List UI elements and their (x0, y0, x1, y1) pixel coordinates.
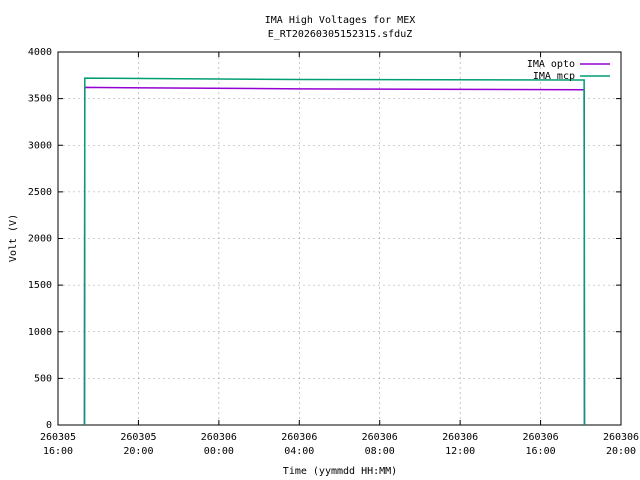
x-tick-label-line: 260306 (362, 432, 398, 443)
x-tick-label: 260306 20:00 (603, 432, 639, 457)
x-tick-label-line: 260306 (442, 432, 478, 443)
x-tick-label-line: 260305 (40, 432, 76, 443)
x-tick-label-line: 04:00 (284, 446, 314, 457)
y-tick-label: 1000 (28, 327, 52, 338)
chart-subtitle: E_RT20260305152315.sfduZ (268, 29, 413, 40)
y-tick-label: 4000 (28, 47, 52, 58)
y-tick-label: 0 (46, 420, 52, 431)
series-line (83, 86, 586, 426)
x-tick-label-line: 16:00 (43, 446, 73, 457)
x-tick-label: 260306 16:00 (523, 432, 559, 457)
x-tick-label: 260306 12:00 (442, 432, 478, 457)
x-tick-label-line: 20:00 (123, 446, 153, 457)
x-tick-label-line: 16:00 (526, 446, 556, 457)
x-axis-label: Time (yymmdd HH:MM) (283, 466, 397, 477)
x-tick-label-line: 260306 (281, 432, 317, 443)
y-tick-label: 3500 (28, 94, 52, 105)
y-tick-label: 2500 (28, 187, 52, 198)
x-tick-label-line: 260306 (603, 432, 639, 443)
y-tick-label: 2000 (28, 234, 52, 245)
plot-border (57, 51, 622, 426)
legend-label: IMA mcp (533, 71, 575, 82)
x-tick-label: 260305 16:00 (40, 432, 76, 457)
chart-title: IMA High Voltages for MEX (265, 15, 416, 26)
x-tick-label: 260306 00:00 (201, 432, 237, 457)
x-tick-label-line: 260306 (523, 432, 559, 443)
legend-label: IMA opto (527, 59, 575, 70)
x-tick-label-line: 12:00 (445, 446, 475, 457)
y-axis-label: Volt (V) (8, 214, 19, 262)
x-tick-label: 260305 20:00 (120, 432, 156, 457)
y-tick-label: 3000 (28, 140, 52, 151)
x-tick-label-line: 260305 (120, 432, 156, 443)
x-tick-label-line: 00:00 (204, 446, 234, 457)
x-tick-label-line: 260306 (201, 432, 237, 443)
y-tick-label: 1500 (28, 280, 52, 291)
series-line (83, 77, 586, 426)
x-tick-label-line: 20:00 (606, 446, 636, 457)
y-tick-label: 500 (34, 373, 52, 384)
x-tick-label-line: 08:00 (365, 446, 395, 457)
x-tick-label: 260306 08:00 (362, 432, 398, 457)
x-tick-label: 260306 04:00 (281, 432, 317, 457)
